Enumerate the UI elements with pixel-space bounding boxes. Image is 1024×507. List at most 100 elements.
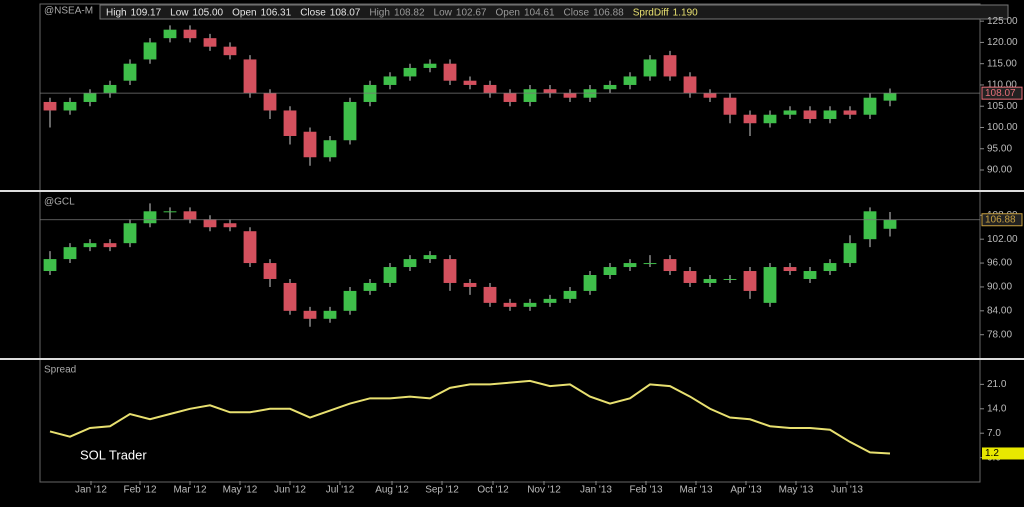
candle-body <box>203 219 217 228</box>
candle-body <box>843 243 857 264</box>
candle-body <box>543 298 557 303</box>
candle-body <box>423 63 437 68</box>
candle-body <box>123 63 137 81</box>
info-label: Close <box>300 8 326 19</box>
candle-body <box>683 271 697 283</box>
panel-title: @GCL <box>44 197 75 208</box>
info-label: Close <box>564 8 590 19</box>
info-bar <box>99 4 1009 20</box>
y-tick-label: 120.00 <box>987 37 1018 48</box>
x-tick-label: May '12 <box>223 485 258 496</box>
candle-body <box>103 243 117 248</box>
x-tick-label: Aug '12 <box>375 485 409 496</box>
x-tick-label: Sep '12 <box>425 485 459 496</box>
candle-body <box>403 67 417 77</box>
candle-body <box>783 267 797 272</box>
candle-body <box>663 55 677 77</box>
candle-body <box>183 29 197 39</box>
candle-body <box>643 263 657 265</box>
info-value: 1.190 <box>673 8 698 19</box>
x-tick-label: Jun '13 <box>831 485 863 496</box>
candle-body <box>423 255 437 260</box>
info-value: 109.17 <box>131 8 162 19</box>
y-tick-label: 90.00 <box>987 165 1012 176</box>
x-tick-label: Feb '13 <box>629 485 662 496</box>
candle-body <box>83 93 97 102</box>
y-tick-label: 105.00 <box>987 101 1018 112</box>
candle-body <box>803 271 817 279</box>
candle-body <box>763 267 777 303</box>
candle-body <box>323 140 337 158</box>
info-value: 108.82 <box>394 8 425 19</box>
candle-body <box>163 29 177 39</box>
candle-body <box>703 278 717 283</box>
info-label: Open <box>495 8 519 19</box>
candle-body <box>603 84 617 90</box>
info-label: High <box>106 8 127 19</box>
y-tick-label: 115.00 <box>987 58 1017 69</box>
candle-body <box>403 259 417 268</box>
candle-body <box>783 110 797 115</box>
candle-body <box>263 93 277 111</box>
y-tick-label: 125.00 <box>987 16 1018 27</box>
x-tick-label: Oct '12 <box>477 485 509 496</box>
info-label: High <box>369 8 390 19</box>
candle-body <box>283 110 297 136</box>
x-tick-label: Mar '12 <box>173 485 206 496</box>
candle-body <box>583 275 597 291</box>
last-value-box <box>982 447 1024 460</box>
candle-body <box>743 114 757 124</box>
candle-body <box>343 290 357 311</box>
candle-body <box>883 93 897 101</box>
last-value-label: 1.2 <box>985 448 999 459</box>
info-value: 102.67 <box>456 8 487 19</box>
candle-body <box>63 101 77 111</box>
y-tick-label: 110.00 <box>987 80 1017 91</box>
candle-body <box>503 302 517 307</box>
candle-body <box>43 101 57 111</box>
candle-body <box>43 259 57 272</box>
candle-body <box>603 267 617 275</box>
watermark: SOL Trader <box>80 447 147 462</box>
candle-body <box>523 89 537 102</box>
candle-body <box>803 110 817 119</box>
spread-line <box>49 379 891 455</box>
candle-body <box>623 263 637 268</box>
last-price-box <box>981 213 1023 227</box>
frame <box>39 3 981 483</box>
y-tick-label: 84.00 <box>987 305 1012 316</box>
info-label: Low <box>170 8 189 19</box>
y-tick-label: 21.0 <box>987 379 1007 390</box>
candle-body <box>83 243 97 248</box>
candle-body <box>323 310 337 319</box>
y-tick-label: 14.0 <box>987 403 1007 414</box>
candle-body <box>223 223 237 228</box>
candle-body <box>463 80 477 85</box>
x-tick-label: Jul '12 <box>326 485 355 496</box>
candle-body <box>303 310 317 319</box>
y-tick-label: 90.00 <box>987 282 1012 293</box>
x-tick-label: Mar '13 <box>679 485 712 496</box>
candle-body <box>643 59 657 77</box>
candle-body <box>203 38 217 47</box>
candle-body <box>623 76 637 85</box>
info-value: 106.88 <box>593 8 624 19</box>
candle-body <box>383 76 397 85</box>
candle-body <box>723 278 737 280</box>
candle-body <box>303 131 317 158</box>
last-price-box <box>981 86 1023 100</box>
candle-body <box>823 110 837 119</box>
candle-body <box>163 211 177 213</box>
candle-body <box>563 93 577 98</box>
candle-body <box>143 42 157 60</box>
info-value: 105.00 <box>193 8 224 19</box>
candle-body <box>563 290 577 299</box>
candle-body <box>363 282 377 291</box>
candle-body <box>463 282 477 287</box>
candle-body <box>383 267 397 283</box>
x-tick-label: Jan '13 <box>580 485 612 496</box>
x-tick-label: Feb '12 <box>123 485 156 496</box>
candle-body <box>743 271 757 291</box>
candle-body <box>823 263 837 272</box>
